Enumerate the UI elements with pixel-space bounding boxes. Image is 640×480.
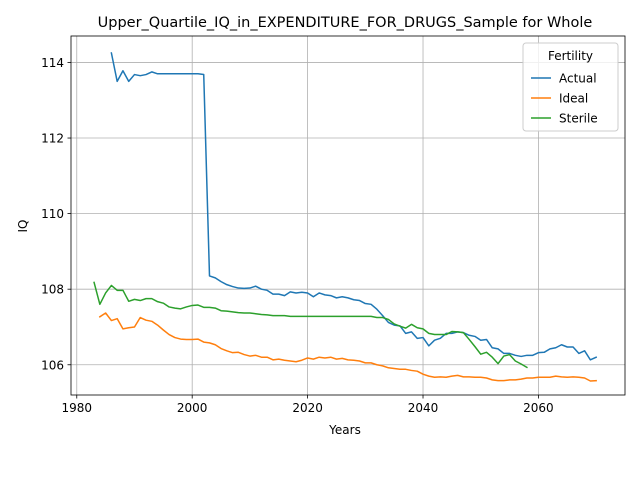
legend-title: Fertility bbox=[548, 49, 593, 63]
y-tick-label: 108 bbox=[41, 283, 64, 297]
legend-label-ideal: Ideal bbox=[559, 92, 588, 106]
x-tick-label: 2060 bbox=[523, 401, 554, 415]
y-tick-label: 112 bbox=[41, 132, 64, 146]
y-tick-label: 106 bbox=[41, 358, 64, 372]
x-tick-label: 2020 bbox=[292, 401, 323, 415]
chart-title: Upper_Quartile_IQ_in_EXPENDITURE_FOR_DRU… bbox=[98, 15, 593, 31]
y-axis-label: IQ bbox=[16, 220, 30, 233]
legend-label-actual: Actual bbox=[559, 72, 597, 86]
legend-label-sterile: Sterile bbox=[559, 112, 598, 126]
x-tick-label: 2000 bbox=[177, 401, 208, 415]
x-axis-label: Years bbox=[328, 423, 361, 437]
x-tick-label: 1980 bbox=[61, 401, 92, 415]
y-tick-label: 110 bbox=[41, 207, 64, 221]
x-tick-label: 2040 bbox=[408, 401, 439, 415]
legend: Fertility Actual Ideal Sterile bbox=[523, 43, 618, 131]
y-tick-label: 114 bbox=[41, 56, 64, 70]
